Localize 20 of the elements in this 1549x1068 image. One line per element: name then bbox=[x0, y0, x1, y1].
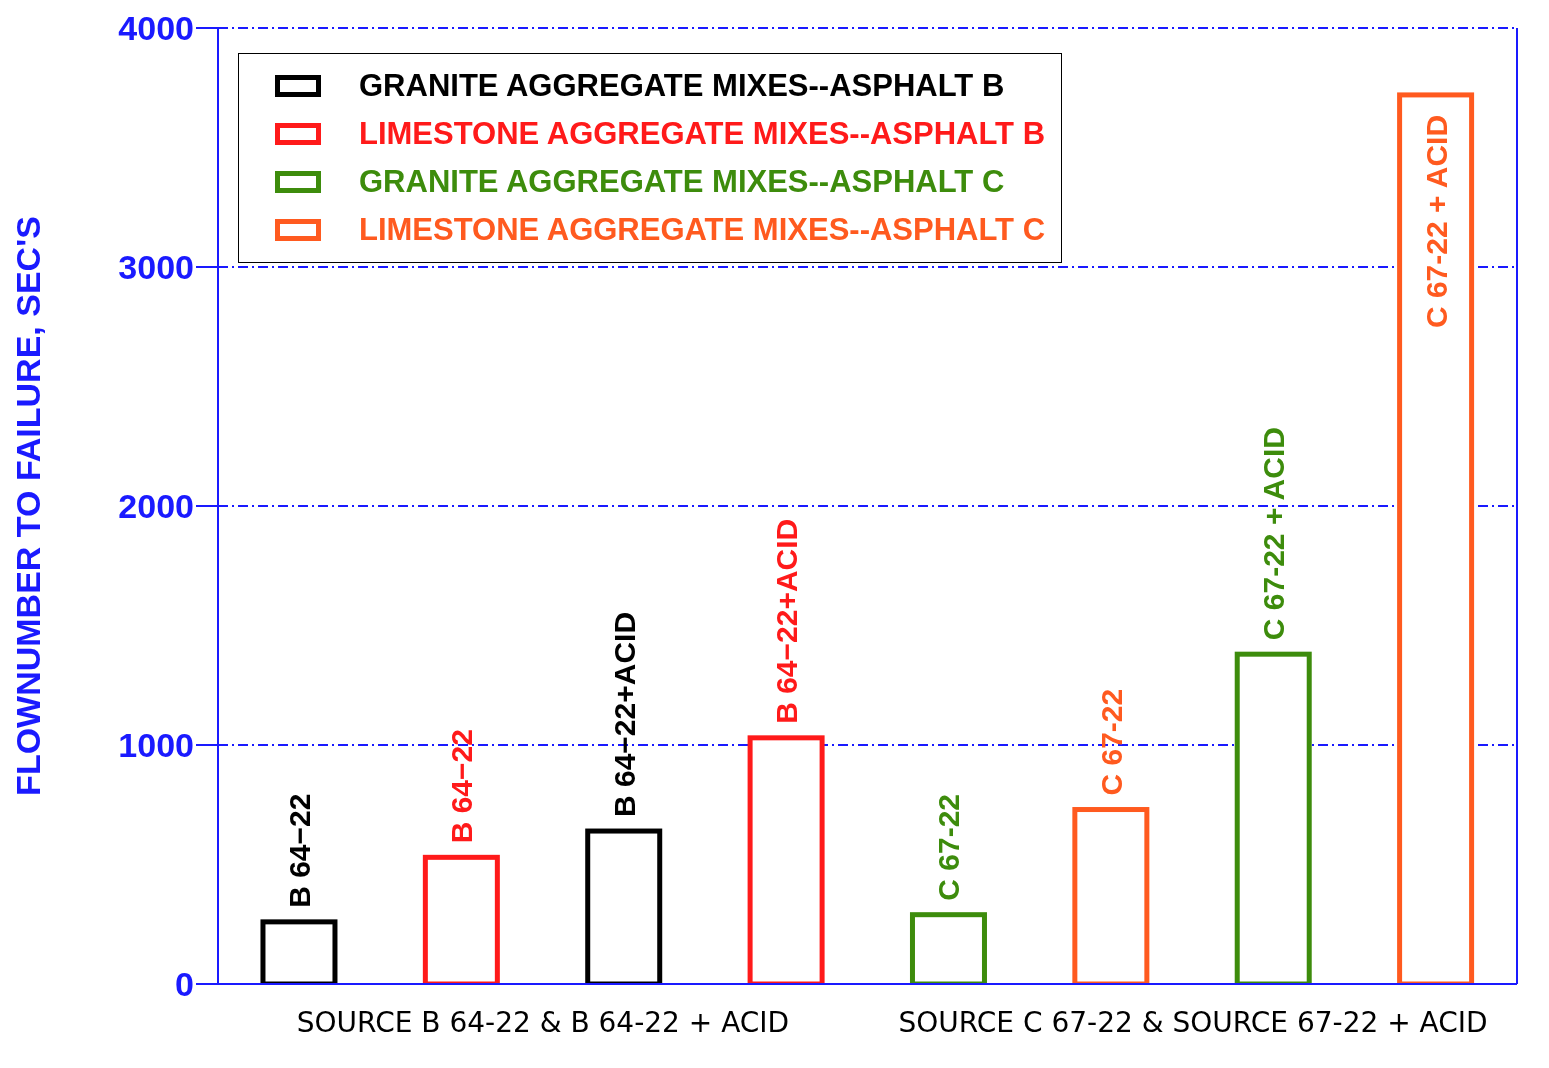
y-tick-label: 0 bbox=[175, 965, 194, 1004]
x-tick-label: B 64−22+ACID bbox=[770, 518, 804, 724]
legend-label: LIMESTONE AGGREGATE MIXES--ASPHALT B bbox=[359, 116, 1046, 152]
legend-label: GRANITE AGGREGATE MIXES--ASPHALT B bbox=[359, 68, 1005, 104]
source-note: SOURCE C 67-22 & SOURCE 67-22 + ACID bbox=[897, 1006, 1489, 1039]
x-tick-label: C 67-22 + ACID bbox=[1257, 427, 1291, 641]
y-tick-label: 2000 bbox=[118, 487, 194, 526]
x-tick-label: B 64−22 bbox=[445, 729, 479, 844]
x-tick-label: B 64−22 bbox=[282, 793, 316, 908]
y-tick-label: 4000 bbox=[118, 9, 194, 48]
legend-label: LIMESTONE AGGREGATE MIXES--ASPHALT C bbox=[359, 212, 1046, 248]
x-tick-label: C 67-22 + ACID bbox=[1419, 114, 1453, 329]
x-tick-label: C 67-22 bbox=[932, 793, 966, 901]
x-tick-label: B 64−22+ACID bbox=[607, 611, 641, 818]
legend-label: GRANITE AGGREGATE MIXES--ASPHALT C bbox=[359, 164, 1005, 200]
source-note: SOURCE B 64-22 & B 64-22 + ACID bbox=[295, 1006, 791, 1039]
y-tick-label: 3000 bbox=[118, 248, 194, 287]
y-tick-label: 1000 bbox=[118, 726, 194, 765]
y-axis-title: FLOWNUMBER TO FAILURE, SEC'S bbox=[9, 216, 48, 796]
x-tick-label: C 67-22 bbox=[1094, 688, 1128, 796]
